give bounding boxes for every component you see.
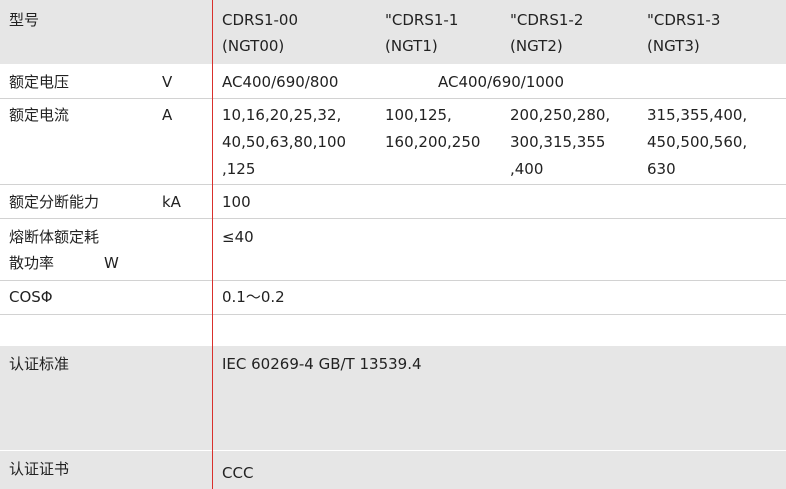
row-certificate: 认证证书 CCC xyxy=(0,451,786,489)
current-col3-line2: 300,315,355 xyxy=(510,133,606,151)
current-col3-line3: ,400 xyxy=(510,160,544,178)
row-rated-voltage: 额定电压 V AC400/690/800 AC400/690/1000 xyxy=(0,64,786,98)
model-0-line1: CDRS1-00 xyxy=(222,11,299,29)
current-col1-line3: ,125 xyxy=(222,160,256,178)
model-1-line1: "CDRS1-1 xyxy=(385,11,459,29)
voltage-unit: V xyxy=(162,73,173,91)
current-col4-line2: 450,500,560, xyxy=(647,133,748,151)
current-col1-line1: 10,16,20,25,32, xyxy=(222,106,342,124)
column-divider xyxy=(212,0,213,489)
row-cert-standard: 认证标准 IEC 60269-4 GB/T 13539.4 xyxy=(0,346,786,450)
current-unit: A xyxy=(162,106,173,124)
power-label-1: 熔断体额定耗 xyxy=(9,228,100,246)
breaking-unit: kA xyxy=(162,193,181,211)
row-power-dissipation: 熔断体额定耗 散功率 W ≤40 xyxy=(0,218,786,280)
cert-standard-label: 认证标准 xyxy=(9,355,70,373)
current-col4-line1: 315,355,400, xyxy=(647,106,748,124)
certificate-label: 认证证书 xyxy=(9,460,70,478)
current-label: 额定电流 xyxy=(9,106,70,124)
model-1-line2: (NGT1) xyxy=(385,37,438,55)
cos-label: COSΦ xyxy=(9,288,53,306)
cert-standard-value: IEC 60269-4 GB/T 13539.4 xyxy=(222,355,422,373)
voltage-label: 额定电压 xyxy=(9,73,70,91)
breaking-label: 额定分断能力 xyxy=(9,193,100,211)
row-cos-phi: COSΦ 0.1～0.2 xyxy=(0,280,786,314)
current-col1-line2: 40,50,63,80,100 xyxy=(222,133,347,151)
power-value: ≤40 xyxy=(222,228,254,246)
current-col2-line1: 100,125, xyxy=(385,106,452,124)
certificate-value: CCC xyxy=(222,464,254,482)
cos-value: 0.1～0.2 xyxy=(222,288,285,306)
row-rated-current: 额定电流 A 10,16,20,25,32, 40,50,63,80,100 ,… xyxy=(0,98,786,183)
power-label-2: 散功率 xyxy=(9,254,55,272)
voltage-value-2: AC400/690/1000 xyxy=(438,73,565,91)
current-col4-line3: 630 xyxy=(647,160,676,178)
breaking-value: 100 xyxy=(222,193,251,211)
row-breaking-capacity: 额定分断能力 kA 100 xyxy=(0,184,786,218)
header-label: 型号 xyxy=(9,11,40,29)
model-2-line2: (NGT2) xyxy=(510,37,563,55)
model-2-line1: "CDRS1-2 xyxy=(510,11,584,29)
voltage-value-1: AC400/690/800 xyxy=(222,73,339,91)
header-row: 型号 CDRS1-00 (NGT00) "CDRS1-1 (NGT1) "CDR… xyxy=(0,0,786,64)
model-0-line2: (NGT00) xyxy=(222,37,285,55)
model-3-line1: "CDRS1-3 xyxy=(647,11,721,29)
power-unit: W xyxy=(104,254,119,272)
row-empty xyxy=(0,314,786,346)
model-3-line2: (NGT3) xyxy=(647,37,700,55)
current-col2-line2: 160,200,250 xyxy=(385,133,481,151)
current-col3-line1: 200,250,280, xyxy=(510,106,611,124)
